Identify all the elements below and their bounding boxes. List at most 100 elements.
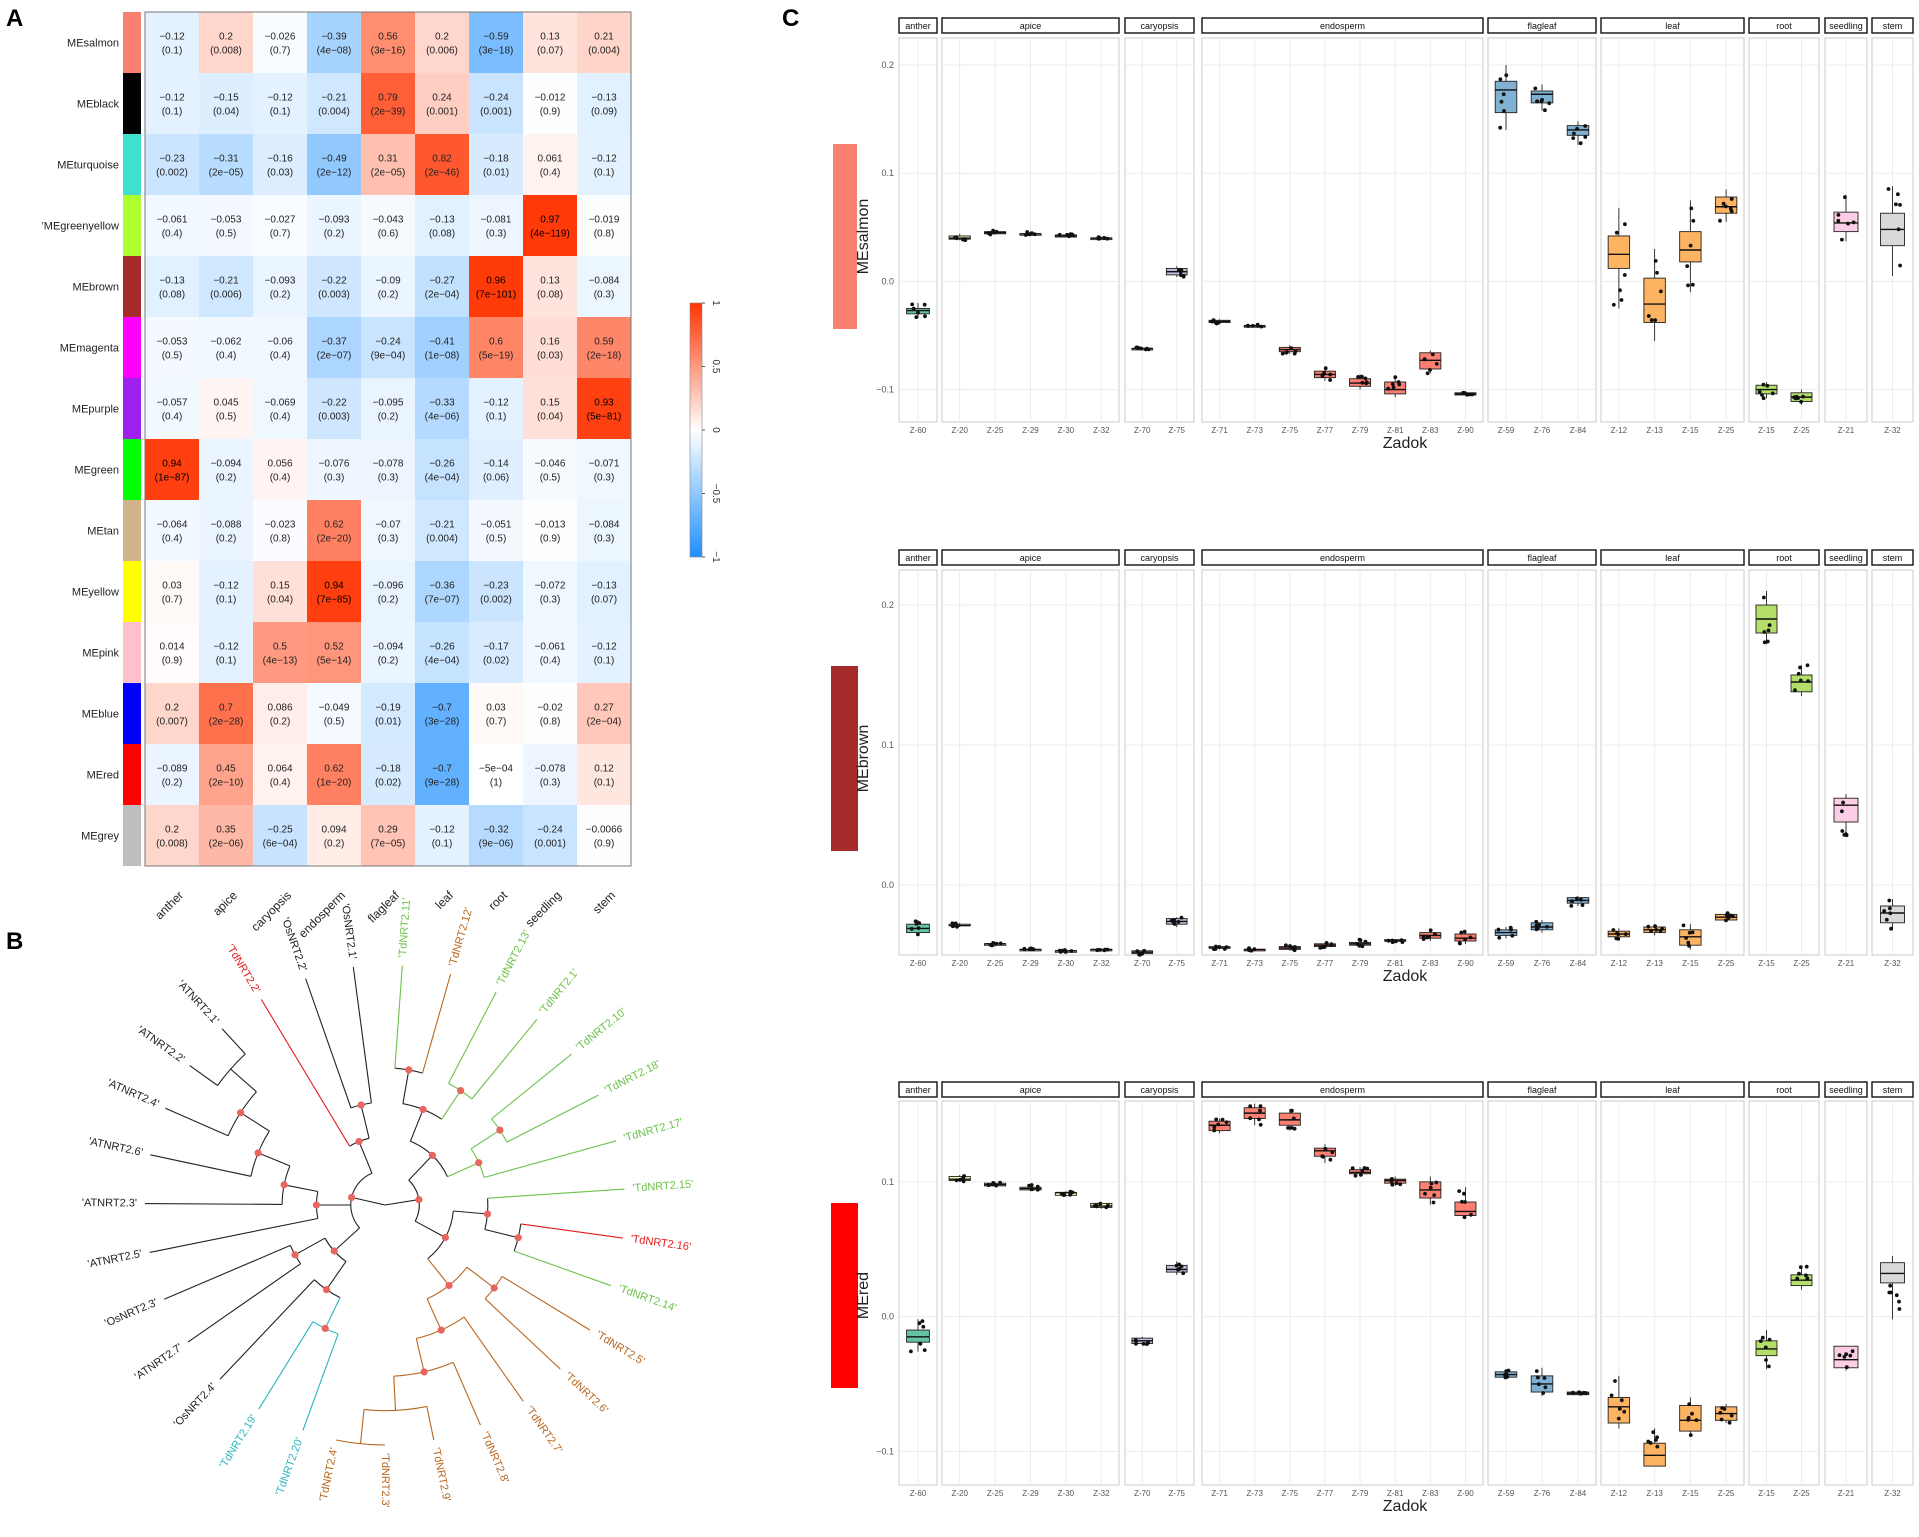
leaf-label-ATNRT2.1: 'ATNRT2.1' (175, 978, 221, 1027)
data-point (961, 1179, 966, 1184)
data-point (1685, 264, 1690, 268)
data-point (1289, 346, 1293, 350)
data-point (1888, 906, 1892, 911)
data-point (1761, 382, 1766, 387)
cell-pvalue: (0.008) (210, 46, 242, 57)
data-point (1362, 1166, 1367, 1170)
cell-pvalue: (0.2) (216, 534, 237, 545)
cell-pvalue: (0.9) (540, 534, 561, 545)
data-point (1364, 380, 1369, 384)
data-point (994, 229, 999, 234)
data-point (1434, 362, 1439, 366)
cell-value: −0.0066 (586, 825, 623, 836)
data-point (1583, 124, 1588, 128)
data-point (914, 922, 919, 926)
leaf-label-TdNRT2.9: 'TdNRT2.9' (430, 1447, 453, 1503)
cell-value: 0.086 (267, 703, 292, 714)
data-point (1623, 932, 1628, 936)
heatmap-cell (361, 500, 415, 561)
cell-value: −0.37 (321, 337, 347, 348)
data-point (1255, 324, 1260, 328)
row-label-MEgrey: MEgrey (81, 831, 119, 843)
tree-branch (219, 1279, 315, 1380)
data-point (1805, 1276, 1810, 1281)
leaf-label-TdNRT2.15: 'TdNRT2.15' (632, 1178, 694, 1194)
tree-node-dot (405, 1066, 413, 1074)
data-point (1579, 897, 1583, 902)
data-point (1391, 385, 1396, 390)
tree-arc (336, 1439, 386, 1446)
tree-node-dot (445, 1281, 453, 1290)
cell-value: 0.056 (267, 459, 292, 470)
cell-value: 0.12 (594, 764, 614, 775)
data-point (1659, 289, 1663, 294)
facet-plot-area (1124, 569, 1195, 956)
tree-branch (402, 1069, 410, 1104)
data-point (1575, 126, 1579, 131)
data-point (1432, 1193, 1437, 1197)
tree-branch (448, 992, 497, 1084)
tree-branch (240, 1112, 270, 1132)
heatmap-cell (361, 683, 415, 744)
cell-value: −0.16 (267, 154, 293, 165)
x-tick-label: Z-60 (910, 426, 927, 435)
heatmap-cell (523, 378, 577, 439)
data-point (1423, 1191, 1427, 1196)
data-point (998, 941, 1003, 946)
data-point (1224, 1120, 1229, 1125)
facet-strip (1600, 1081, 1745, 1098)
heatmap-panel: MEsalmon −0.12 (0.1) 0.2 (0.008) −0.026 (0.7) −… (41, 11, 721, 941)
facet-strip (1487, 17, 1597, 34)
x-tick-label: Z-29 (1022, 426, 1039, 435)
data-point (1898, 203, 1902, 207)
data-point (1360, 944, 1365, 949)
leaf-label-TdNRT2.18: 'TdNRT2.18' (603, 1058, 663, 1096)
data-point (1398, 1182, 1403, 1187)
y-tick-label: −0.1 (876, 1446, 894, 1456)
cell-value: −0.19 (375, 703, 401, 714)
x-tick-label: Z-15 (1758, 426, 1775, 435)
heatmap-cell (199, 73, 253, 134)
facet-strip (941, 549, 1120, 566)
facet-plot-area (1201, 1100, 1484, 1486)
data-point (1836, 218, 1841, 223)
facet-plot-area (1600, 569, 1745, 956)
tree-node-dot (254, 1149, 262, 1157)
data-point (1427, 935, 1431, 939)
facet-strip (898, 17, 938, 34)
data-point (1321, 1154, 1325, 1159)
cell-pvalue: (0.1) (486, 412, 507, 423)
data-point (1065, 232, 1070, 237)
heatmap-cell (523, 744, 577, 805)
cell-value: 0.79 (378, 93, 398, 104)
tree-branch (441, 1090, 462, 1120)
row-label-MEpurple: MEpurple (72, 404, 119, 416)
x-tick-label: Z-25 (987, 1489, 1004, 1498)
heatmap-cell (253, 73, 307, 134)
heatmap-cell (523, 256, 577, 317)
data-point (1181, 1271, 1186, 1276)
cell-pvalue: (0.6) (378, 229, 399, 240)
tree-branch (414, 1220, 446, 1238)
x-tick-label: Z-30 (1058, 426, 1075, 435)
column-label-root: root (486, 888, 511, 913)
x-tick-label: Z-30 (1058, 959, 1075, 968)
data-point (1323, 366, 1328, 371)
module-color-MEpink (123, 622, 141, 683)
cell-pvalue: (0.1) (594, 778, 615, 789)
tree-node-dot (457, 1087, 465, 1095)
data-point (1796, 671, 1801, 676)
data-point (1684, 936, 1688, 940)
data-point (1400, 940, 1405, 944)
heatmap-cell (469, 561, 523, 622)
facet-strip (941, 17, 1120, 34)
data-point (1686, 1415, 1691, 1420)
data-point (916, 310, 920, 315)
y-axis-label: MEsalmon (855, 199, 872, 275)
data-point (1723, 204, 1728, 209)
x-tick-label: Z-32 (1884, 1489, 1901, 1498)
colorbar (689, 302, 703, 558)
cell-pvalue: (0.3) (324, 473, 345, 484)
cell-value: −0.078 (373, 459, 404, 470)
heatmap-cell (307, 561, 361, 622)
